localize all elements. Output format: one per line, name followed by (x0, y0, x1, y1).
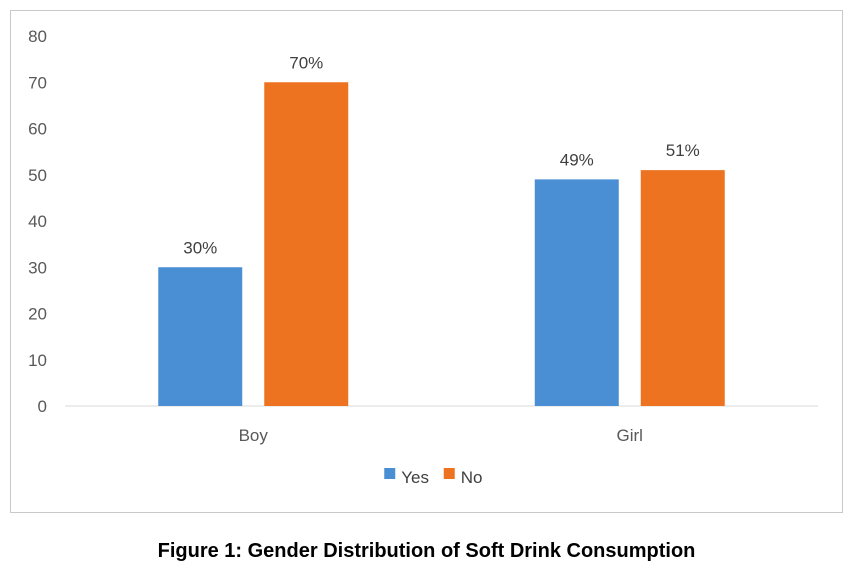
y-tick-label: 30 (28, 258, 47, 277)
bar-no-boy (264, 82, 349, 406)
y-tick-label: 20 (28, 305, 47, 324)
legend-swatch-yes (384, 468, 396, 479)
bar-yes-girl (534, 179, 619, 406)
y-tick-label: 0 (38, 397, 47, 416)
legend-label-no: No (461, 468, 483, 487)
y-tick-label: 40 (28, 212, 47, 231)
y-tick-label: 70 (28, 73, 47, 92)
bar-yes-boy (158, 267, 243, 406)
bar-no-girl (640, 170, 725, 406)
data-label: 51% (666, 141, 700, 160)
data-label: 49% (560, 150, 594, 169)
y-tick-label: 80 (28, 27, 47, 46)
data-label: 30% (183, 238, 217, 257)
x-category-label: Girl (617, 426, 643, 445)
data-label: 70% (289, 53, 323, 72)
legend-swatch-no (443, 468, 455, 479)
figure-caption: Figure 1: Gender Distribution of Soft Dr… (157, 540, 696, 562)
y-tick-label: 10 (28, 351, 47, 370)
y-tick-label: 60 (28, 120, 47, 139)
legend-label-yes: Yes (401, 468, 429, 487)
y-tick-label: 50 (28, 166, 47, 185)
x-category-label: Boy (239, 426, 269, 445)
